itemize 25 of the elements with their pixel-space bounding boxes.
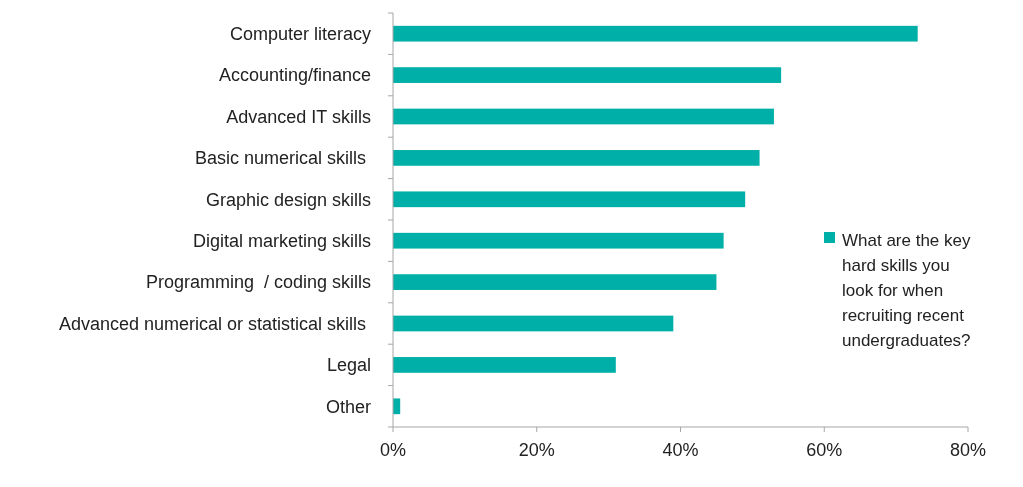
bar — [393, 357, 616, 373]
y-tick-label: Legal — [326, 355, 371, 376]
bar — [393, 25, 918, 42]
y-tick-label: Digital marketing skills — [192, 231, 371, 251]
x-tick-label: 80% — [949, 440, 987, 460]
y-tick-label: Computer literacy — [229, 24, 371, 44]
legend-label: What are the key hard skills you look for when recruiting recent undergraduates? — [842, 230, 971, 350]
bar — [393, 315, 674, 332]
y-tick-label: Advanced IT skills — [226, 106, 371, 127]
bar — [393, 67, 782, 83]
x-tick-label: 20% — [518, 440, 555, 460]
y-tick-label: Accounting/finance — [218, 65, 371, 86]
bar — [393, 274, 717, 290]
bar — [393, 150, 760, 166]
y-tick-label: Advanced numerical or statistical skills — [58, 313, 371, 334]
y-tick-label: Graphic design skills — [205, 189, 371, 210]
y-tick-label: Programming / coding skills — [145, 272, 371, 293]
x-tick-label: 0% — [379, 440, 407, 460]
y-tick-label: Other — [325, 396, 371, 417]
y-tick-label: Basic numerical skills — [194, 148, 371, 169]
x-tick-label: 40% — [662, 440, 699, 460]
bar — [393, 191, 746, 208]
x-tick-label: 60% — [806, 440, 843, 460]
bar — [393, 232, 724, 249]
bar — [393, 108, 774, 125]
